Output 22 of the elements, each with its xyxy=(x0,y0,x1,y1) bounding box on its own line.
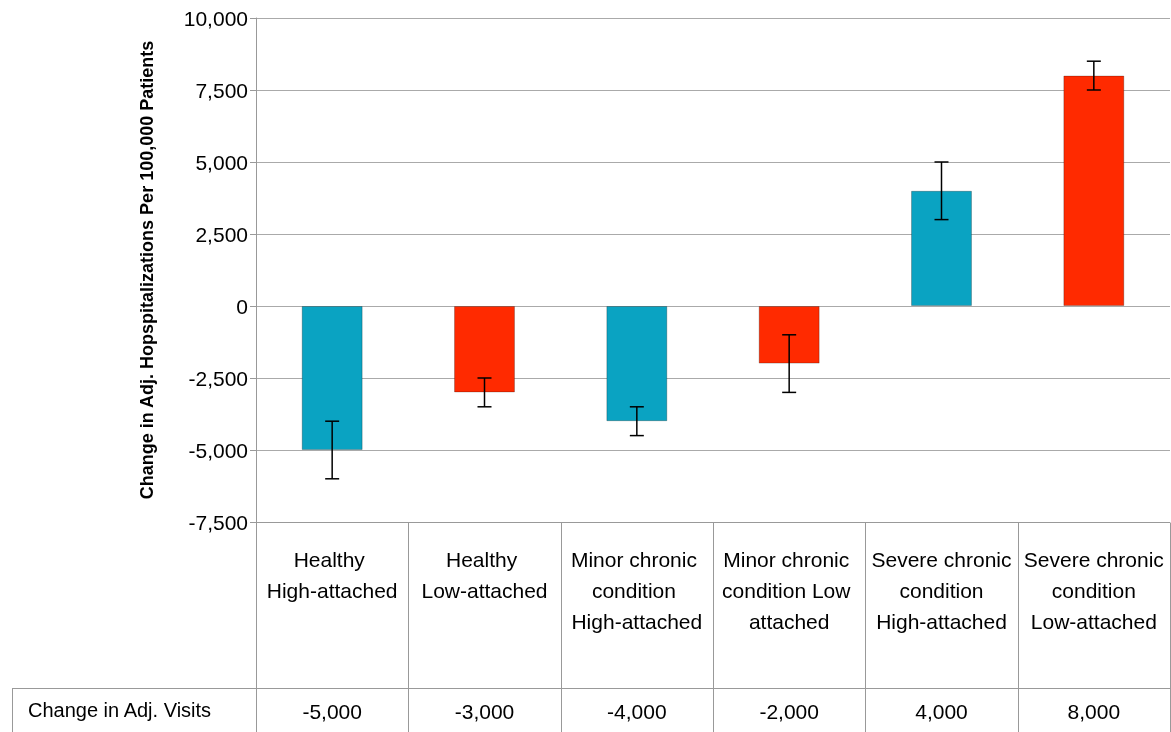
x-tick-label: Severe chronic condition Low-attached xyxy=(1023,548,1164,633)
x-tick-label: Minor chronic condition Low attached xyxy=(722,548,857,633)
data-label: -2,000 xyxy=(759,699,819,723)
data-label: 8,000 xyxy=(1067,699,1121,723)
y-tick-label: 10,000 xyxy=(183,6,248,30)
y-tick-label: 2,500 xyxy=(195,222,248,246)
text: Change in Adj. Visits xyxy=(28,699,212,721)
y-tick-label: 5,000 xyxy=(195,150,248,174)
data-label: -5,000 xyxy=(302,699,362,723)
y-axis-title: Change in Adj. Hopspitalizations Per 100,000 Patients xyxy=(137,40,157,500)
data-label: -4,000 xyxy=(607,699,667,723)
x-tick-label: Minor chronic condition High-attached xyxy=(570,548,703,633)
data-label: 4,000 xyxy=(915,699,968,723)
y-tick-label: 0 xyxy=(236,294,248,318)
y-tick-label: 7,500 xyxy=(195,78,248,102)
x-tick-label: Healthy High-attached xyxy=(266,548,398,602)
y-tick-label: -2,500 xyxy=(188,366,248,390)
x-tick-label: Healthy Low-attached xyxy=(421,548,548,602)
data-label: -3,000 xyxy=(454,699,515,723)
y-tick-label: -5,000 xyxy=(188,438,248,462)
y-tick-label: -7,500 xyxy=(188,510,248,534)
x-tick-label: Severe chronic condition High-attached xyxy=(871,548,1012,633)
